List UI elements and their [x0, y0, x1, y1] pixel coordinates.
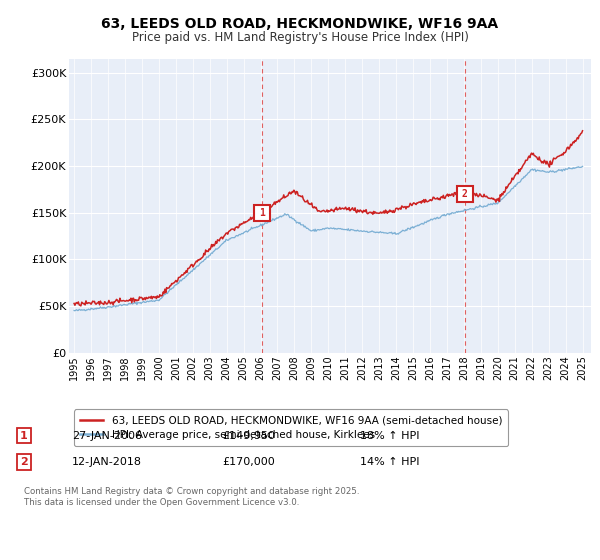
Text: £170,000: £170,000: [222, 457, 275, 467]
Text: 1: 1: [259, 208, 265, 218]
Text: Contains HM Land Registry data © Crown copyright and database right 2025.
This d: Contains HM Land Registry data © Crown c…: [24, 487, 359, 507]
Text: 1: 1: [20, 431, 28, 441]
Text: Price paid vs. HM Land Registry's House Price Index (HPI): Price paid vs. HM Land Registry's House …: [131, 31, 469, 44]
Text: 14% ↑ HPI: 14% ↑ HPI: [360, 457, 419, 467]
Text: 2: 2: [20, 457, 28, 467]
Text: 27-JAN-2006: 27-JAN-2006: [72, 431, 142, 441]
Text: £149,950: £149,950: [222, 431, 275, 441]
Text: 12-JAN-2018: 12-JAN-2018: [72, 457, 142, 467]
Text: 63, LEEDS OLD ROAD, HECKMONDWIKE, WF16 9AA: 63, LEEDS OLD ROAD, HECKMONDWIKE, WF16 9…: [101, 17, 499, 31]
Text: 18% ↑ HPI: 18% ↑ HPI: [360, 431, 419, 441]
Text: 2: 2: [461, 189, 467, 199]
Legend: 63, LEEDS OLD ROAD, HECKMONDWIKE, WF16 9AA (semi-detached house), HPI: Average p: 63, LEEDS OLD ROAD, HECKMONDWIKE, WF16 9…: [74, 409, 508, 446]
